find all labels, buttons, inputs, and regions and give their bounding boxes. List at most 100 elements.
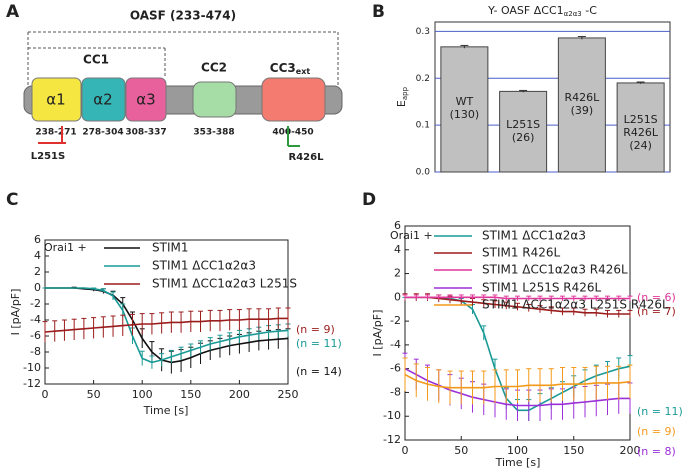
- legend-label: STIM1 ΔCC1α2α3: [482, 229, 586, 243]
- domain-box: [81, 77, 126, 122]
- y-tick-label: 0.3: [416, 27, 430, 37]
- bar-label-group: WT (130): [442, 95, 486, 121]
- x-tick-label: 200: [229, 388, 250, 401]
- x-tick-label: 150: [180, 388, 201, 401]
- y-tick-label: 0: [394, 290, 401, 303]
- domain-label-main: CC3: [270, 61, 296, 75]
- bar-note: (26): [511, 130, 535, 144]
- domain-label-sub: ext: [296, 67, 311, 76]
- n-label: (n = 11): [637, 405, 683, 418]
- y-tick-label: -6: [390, 362, 401, 375]
- n-label: (n = 14): [296, 365, 342, 378]
- title-text: Y- OASF ΔCC1: [487, 4, 564, 17]
- domain-label: CC2: [201, 61, 227, 75]
- title-suffix: -C: [582, 4, 597, 17]
- y-tick-label: -10: [23, 361, 41, 374]
- x-tick-label: 50: [454, 444, 468, 457]
- bar: [440, 46, 489, 173]
- range-label: 308-337: [125, 128, 166, 138]
- panel-label: A: [6, 2, 20, 22]
- bar-note: (130): [449, 108, 480, 122]
- y-tick-label: -12: [23, 377, 41, 390]
- range-label: 400-450: [272, 128, 313, 138]
- x-tick-label: 100: [507, 444, 528, 457]
- x-tick-label: 0: [42, 388, 49, 401]
- y-tick-label: -8: [30, 345, 41, 358]
- legend-title: Orai1 +: [390, 229, 433, 242]
- y-axis-label: Eapp: [395, 86, 409, 107]
- y-tick-label: -8: [390, 385, 401, 398]
- series-line: [405, 296, 630, 300]
- cc1-label: CC1: [83, 53, 109, 67]
- y-axis-label-sub: app: [401, 86, 409, 100]
- y-axis-label-main: E: [395, 100, 408, 107]
- domain-label: α2: [93, 91, 112, 109]
- domain-label: α3: [136, 91, 155, 109]
- bar-note: (24): [629, 139, 652, 153]
- mutation-label: L251S: [31, 151, 65, 162]
- y-tick-label: -2: [30, 297, 41, 310]
- domain-label: α1: [46, 91, 65, 109]
- y-axis-label: I [pA/pF]: [371, 310, 384, 357]
- bar: [557, 37, 606, 173]
- domain-box: [261, 77, 326, 122]
- legend-label: STIM1 R426L: [482, 246, 561, 260]
- series-line: [404, 373, 631, 389]
- bar-label-group: R426L (39): [560, 91, 604, 117]
- bar-label-group: L251S R426L (24): [619, 113, 663, 152]
- range-label: 278-304: [82, 128, 123, 138]
- legend-label: STIM1: [152, 241, 188, 255]
- y-tick-label: -10: [383, 409, 401, 422]
- y-tick-label: 4: [394, 243, 401, 256]
- y-tick-label: 0.0: [416, 168, 431, 178]
- panel-label: B: [372, 2, 385, 22]
- y-tick-label: -2: [390, 314, 401, 327]
- category-label: L251S: [506, 117, 541, 131]
- legend-label: STIM1 ΔCC1α2α3 L251S R426L: [482, 298, 669, 312]
- x-axis-label: Time [s]: [143, 404, 189, 417]
- y-tick-label: -4: [390, 338, 401, 351]
- y-tick-label: 0.1: [416, 121, 430, 131]
- y-tick-label: 0: [34, 281, 41, 294]
- domain-label: CC3ext: [270, 61, 311, 76]
- bar: [499, 90, 548, 173]
- y-tick-label: -6: [30, 329, 41, 342]
- series-line: [405, 296, 630, 315]
- x-tick-label: 0: [402, 444, 409, 457]
- series-line: [44, 317, 288, 333]
- n-label: (n = 7): [637, 305, 676, 318]
- y-tick-label: -4: [30, 313, 41, 326]
- n-label: (n = 9): [637, 425, 676, 438]
- n-label: (n = 9): [296, 323, 335, 336]
- legend-label: STIM1 L251S R426L: [482, 281, 602, 295]
- series-line: [45, 287, 289, 364]
- n-label: (n = 11): [296, 337, 342, 350]
- bar-label-group: L251S (26): [501, 118, 545, 144]
- legend-label: STIM1 ΔCC1α2α3 R426L: [482, 263, 628, 277]
- legend-label: STIM1 ΔCC1α2α3: [152, 259, 256, 273]
- range-label: 353-388: [193, 128, 234, 138]
- series-line: [45, 287, 289, 364]
- legend-title: Orai1 +: [44, 241, 87, 254]
- y-tick-label: -12: [383, 433, 401, 446]
- panel-label: D: [362, 190, 376, 210]
- y-tick-label: 6: [394, 219, 401, 232]
- domain-box: [125, 77, 167, 122]
- bar: [616, 82, 665, 173]
- n-label: (n = 8): [637, 445, 676, 458]
- domain-box: [31, 77, 82, 122]
- x-tick-label: 100: [132, 388, 153, 401]
- x-axis-label: Time [s]: [495, 456, 541, 469]
- legend-label: STIM1 ΔCC1α2α3 L251S: [152, 277, 297, 291]
- y-axis-label: I [pA/pF]: [9, 289, 22, 336]
- chart-title: Y- OASF ΔCC1α2α3 -C: [487, 4, 597, 18]
- domain-box: [192, 81, 237, 118]
- category-label: L251S R426L: [623, 113, 659, 140]
- range-label: 238-271: [35, 128, 76, 138]
- y-tick-label: 4: [34, 249, 41, 262]
- x-tick-label: 200: [620, 444, 641, 457]
- x-tick-label: 50: [87, 388, 101, 401]
- category-label: WT: [455, 95, 474, 109]
- x-tick-label: 150: [563, 444, 584, 457]
